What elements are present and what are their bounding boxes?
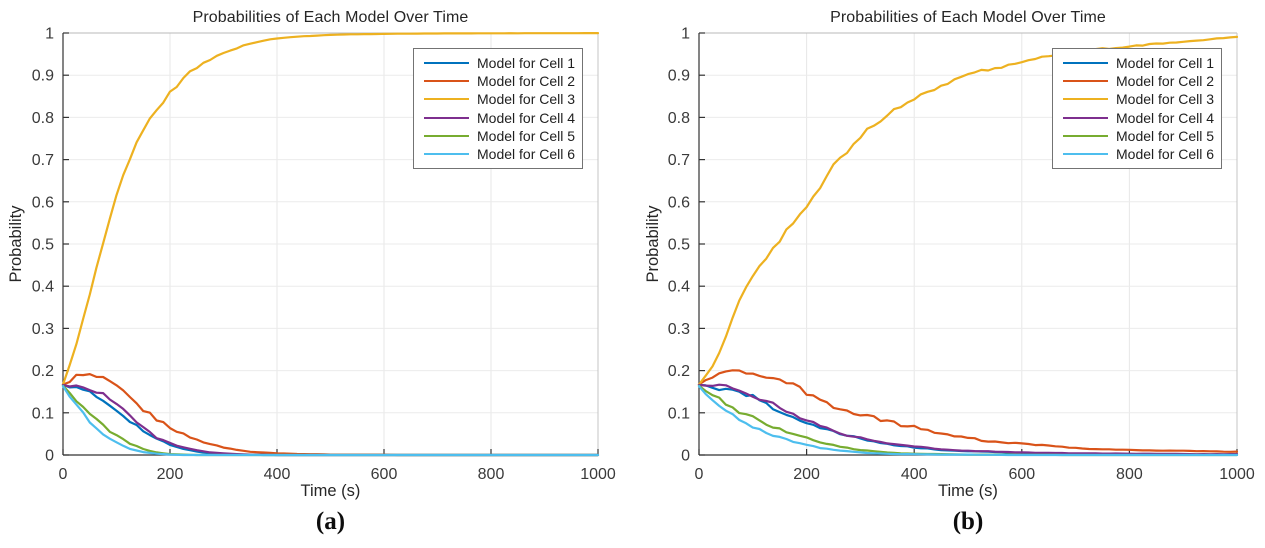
x-tick-label: 0: [695, 466, 704, 483]
legend-item-label: Model for Cell 4: [477, 109, 576, 126]
legend-line-swatch: [1063, 153, 1108, 156]
legend-item-cell-4: Model for Cell 4: [1053, 109, 1221, 127]
y-tick-label: 0.2: [668, 363, 690, 380]
legend-line-swatch: [424, 134, 469, 137]
legend-item-label: Model for Cell 6: [477, 146, 576, 163]
legend-item-cell-6: Model for Cell 6: [1053, 145, 1221, 163]
y-tick-label: 0.5: [32, 237, 54, 254]
y-tick-label: 1: [45, 26, 54, 43]
legend-item-cell-2: Model for Cell 2: [414, 72, 582, 90]
series-line-cell-5: [61, 384, 600, 457]
y-tick-label: 0.9: [32, 68, 54, 85]
legend-line-swatch: [424, 116, 469, 119]
caption-b: (b): [952, 508, 984, 535]
legend-item-label: Model for Cell 1: [1116, 55, 1215, 72]
series-line-cell-5: [697, 384, 1239, 457]
x-axis-label-a: Time (s): [300, 482, 361, 500]
legend-item-label: Model for Cell 2: [477, 73, 576, 90]
legend-item-cell-1: Model for Cell 1: [414, 54, 582, 72]
y-tick-label: 0.1: [668, 405, 690, 422]
x-tick-label: 0: [59, 466, 68, 483]
y-tick-label: 0.9: [668, 68, 690, 85]
legend-line-swatch: [1063, 116, 1108, 119]
y-tick-label: 0.6: [668, 194, 690, 211]
x-tick-label: 200: [157, 466, 184, 483]
series-line-cell-6: [697, 385, 1239, 457]
y-tick-label: 0.3: [32, 321, 54, 338]
legend-b: Model for Cell 1 Model for Cell 2 Model fo…: [1052, 48, 1222, 170]
series-line-cell-2: [61, 373, 600, 457]
series-line-cell-1: [697, 383, 1239, 456]
y-tick-label: 0.6: [32, 194, 54, 211]
figure-panel-b: Probabilities of Each Model Over Time Pr…: [632, 0, 1265, 548]
series-line-cell-6: [61, 385, 600, 457]
legend-line-swatch: [1063, 80, 1108, 83]
legend-item-cell-3: Model for Cell 3: [414, 90, 582, 108]
y-tick-label: 0.7: [32, 152, 54, 169]
chart-title-b: Probabilities of Each Model Over Time: [830, 9, 1106, 26]
legend-item-cell-5: Model for Cell 5: [1053, 127, 1221, 145]
y-tick-label: 0.8: [668, 110, 690, 127]
legend-item-label: Model for Cell 5: [1116, 127, 1215, 144]
y-tick-label: 0.4: [32, 279, 54, 296]
legend-item-label: Model for Cell 6: [1116, 146, 1215, 163]
x-tick-label: 1000: [1219, 466, 1255, 483]
legend-item-cell-4: Model for Cell 4: [414, 109, 582, 127]
legend-line-swatch: [424, 62, 469, 65]
x-axis-label-b: Time (s): [938, 482, 998, 500]
y-tick-label: 1: [681, 26, 690, 43]
x-tick-label: 800: [1116, 466, 1143, 483]
x-tick-label: 400: [264, 466, 291, 483]
legend-line-swatch: [1063, 98, 1108, 101]
series-line-cell-3: [61, 31, 600, 386]
x-tick-label: 400: [901, 466, 928, 483]
y-tick-label: 0.3: [668, 321, 690, 338]
x-tick-label: 1000: [580, 466, 616, 483]
legend-line-swatch: [424, 98, 469, 101]
x-tick-label: 800: [478, 466, 505, 483]
legend-line-swatch: [1063, 62, 1108, 65]
legend-item-label: Model for Cell 5: [477, 127, 576, 144]
y-tick-label: 0.5: [668, 237, 690, 254]
legend-item-cell-5: Model for Cell 5: [414, 127, 582, 145]
legend-item-cell-3: Model for Cell 3: [1053, 90, 1221, 108]
y-tick-label: 0.1: [32, 405, 54, 422]
plot-area-b: 0 200 400 600 800 1000 0 0.1 0.2 0.3 0.4 0.5 0.6 0.7 0…: [668, 26, 1255, 484]
caption-a: (a): [315, 508, 346, 535]
x-tick-label: 600: [371, 466, 398, 483]
series-line-cell-2: [697, 369, 1239, 453]
legend-item-label: Model for Cell 3: [477, 91, 576, 108]
y-tick-label: 0.8: [32, 110, 54, 127]
y-tick-label: 0.4: [668, 279, 690, 296]
y-tick-label: 0: [45, 448, 54, 465]
legend-item-label: Model for Cell 1: [477, 55, 576, 72]
series-line-cell-1: [61, 383, 600, 457]
legend-item-cell-1: Model for Cell 1: [1053, 54, 1221, 72]
x-tick-label: 600: [1008, 466, 1035, 483]
legend-line-swatch: [1063, 134, 1108, 137]
legend-line-swatch: [424, 153, 469, 156]
legend-item-label: Model for Cell 4: [1116, 109, 1215, 126]
legend-item-cell-2: Model for Cell 2: [1053, 72, 1221, 90]
legend-line-swatch: [424, 80, 469, 83]
series-line-cell-4: [61, 383, 600, 457]
x-tick-label: 200: [793, 466, 820, 483]
legend-a: Model for Cell 1 Model for Cell 2 Model fo…: [413, 48, 583, 170]
y-tick-label: 0.7: [668, 152, 690, 169]
legend-item-cell-6: Model for Cell 6: [414, 145, 582, 163]
chart-title-a: Probabilities of Each Model Over Time: [192, 9, 469, 26]
y-tick-label: 0: [681, 448, 690, 465]
series-line-cell-4: [697, 383, 1239, 456]
legend-item-label: Model for Cell 3: [1116, 91, 1215, 108]
figure-panel-a: Probabilities of Each Model Over Time Pr…: [0, 0, 632, 548]
y-tick-label: 0.2: [32, 363, 54, 380]
series-line-cell-3: [697, 35, 1239, 386]
legend-item-label: Model for Cell 2: [1116, 73, 1215, 90]
